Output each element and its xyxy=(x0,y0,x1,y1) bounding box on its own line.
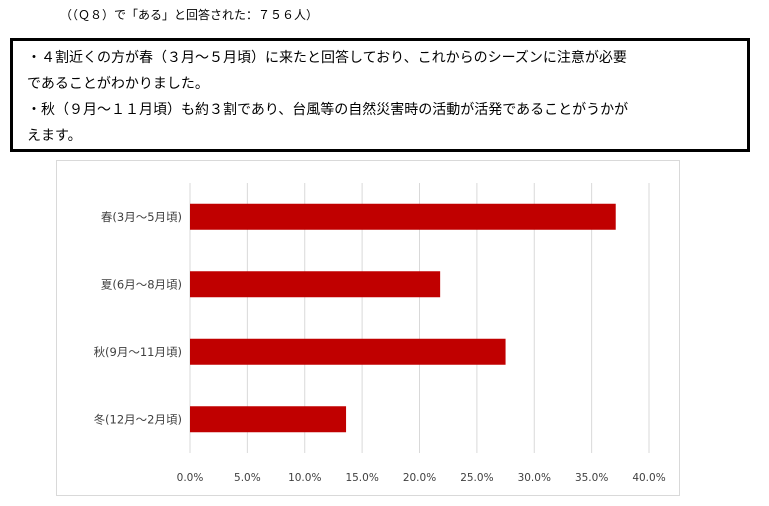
summary-line: えます。 xyxy=(27,128,82,144)
summary-box: ・４割近くの方が春（３月～５月頃）に来たと回答しており、これからのシーズンに注意… xyxy=(10,38,750,152)
survey-caption: （（Ｑ８）で「ある」と回答された：７５６人） xyxy=(60,8,319,22)
bar xyxy=(190,406,347,433)
x-tick-label: 0.0% xyxy=(177,472,204,484)
chart-frame: 春(3月～5月頃) 夏(6月～8月頃) 秋(9月～11月頃) 冬(12月～2月頃) 0… xyxy=(56,160,680,496)
bar-chart: 春(3月～5月頃) 夏(6月～8月頃) 秋(9月～11月頃) 冬(12月～2月頃) 0… xyxy=(94,183,666,484)
category-labels: 春(3月～5月頃) 夏(6月～8月頃) 秋(9月～11月頃) 冬(12月～2月頃) xyxy=(94,210,182,427)
bar xyxy=(190,271,441,298)
category-label: 冬(12月～2月頃) xyxy=(94,412,182,426)
x-tick-labels: 0.0% 5.0% 10.0% 15.0% 20.0% 25.0% 30.0% 35.0% 40… xyxy=(177,472,666,484)
bar xyxy=(190,338,506,365)
x-tick-label: 40.0% xyxy=(632,472,665,484)
bar xyxy=(190,203,616,230)
x-tick-label: 25.0% xyxy=(460,472,493,484)
category-label: 春(3月～5月頃) xyxy=(101,210,182,224)
x-tick-label: 15.0% xyxy=(345,472,378,484)
bars xyxy=(190,203,616,433)
x-tick-label: 35.0% xyxy=(575,472,608,484)
summary-line: ・秋（９月～１１月頃）も約３割であり、台風等の自然災害時の活動が活発であることが… xyxy=(27,102,629,118)
x-tick-label: 20.0% xyxy=(403,472,436,484)
summary-line: ・４割近くの方が春（３月～５月頃）に来たと回答しており、これからのシーズンに注意… xyxy=(27,50,627,66)
x-tick-label: 5.0% xyxy=(234,472,261,484)
summary-line: であることがわかりました。 xyxy=(27,76,209,92)
category-label: 夏(6月～8月頃) xyxy=(101,277,182,291)
x-tick-label: 30.0% xyxy=(518,472,551,484)
x-tick-label: 10.0% xyxy=(288,472,321,484)
category-label: 秋(9月～11月頃) xyxy=(94,345,182,359)
